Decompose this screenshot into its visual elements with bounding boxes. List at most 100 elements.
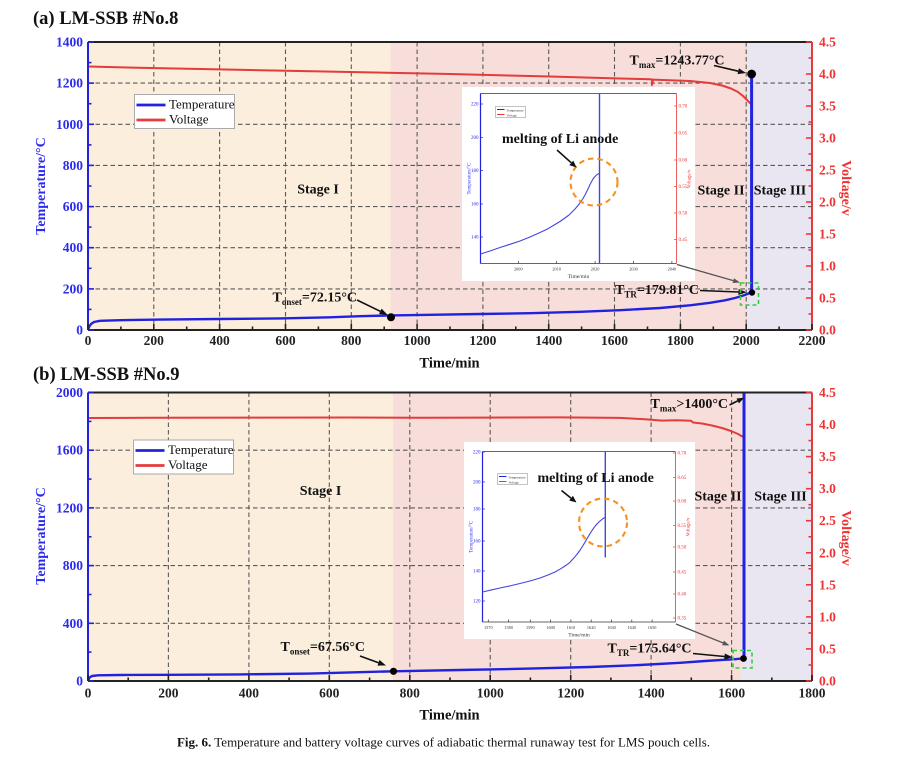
svg-text:Stage III: Stage III bbox=[754, 184, 807, 199]
svg-text:Temperature: Temperature bbox=[169, 97, 235, 112]
svg-text:(b) LM-SSB #No.9: (b) LM-SSB #No.9 bbox=[33, 365, 179, 385]
svg-text:160: 160 bbox=[473, 540, 481, 545]
svg-text:Temperature/°C: Temperature/°C bbox=[468, 162, 473, 195]
svg-text:140: 140 bbox=[471, 236, 479, 241]
svg-text:Time/min: Time/min bbox=[568, 274, 590, 280]
svg-text:2200: 2200 bbox=[799, 333, 826, 348]
svg-text:1570: 1570 bbox=[484, 625, 493, 630]
svg-text:1640: 1640 bbox=[628, 625, 637, 630]
svg-text:200: 200 bbox=[471, 136, 479, 141]
svg-text:4.5: 4.5 bbox=[819, 35, 836, 50]
svg-text:120: 120 bbox=[473, 600, 481, 605]
svg-text:3.5: 3.5 bbox=[819, 99, 836, 114]
svg-text:1630: 1630 bbox=[607, 625, 616, 630]
svg-text:4.5: 4.5 bbox=[819, 385, 836, 400]
svg-text:1400: 1400 bbox=[535, 333, 562, 348]
svg-text:1000: 1000 bbox=[56, 117, 83, 132]
svg-text:Temperature: Temperature bbox=[509, 475, 527, 479]
svg-text:TTR=175.64°C: TTR=175.64°C bbox=[608, 642, 692, 659]
svg-text:Stage III: Stage III bbox=[754, 490, 807, 505]
svg-text:0.0: 0.0 bbox=[819, 674, 836, 689]
svg-text:3.5: 3.5 bbox=[819, 449, 836, 464]
svg-text:0.50: 0.50 bbox=[679, 212, 688, 217]
svg-text:1590: 1590 bbox=[526, 625, 535, 630]
svg-text:1200: 1200 bbox=[557, 686, 584, 701]
svg-text:1600: 1600 bbox=[56, 443, 83, 458]
svg-text:0.70: 0.70 bbox=[679, 105, 688, 110]
svg-text:TTR=179.81°C: TTR=179.81°C bbox=[615, 283, 699, 300]
svg-text:2.5: 2.5 bbox=[819, 513, 836, 528]
svg-text:Temperature: Temperature bbox=[168, 442, 234, 457]
svg-text:600: 600 bbox=[319, 686, 340, 701]
svg-text:800: 800 bbox=[63, 158, 84, 173]
svg-text:1400: 1400 bbox=[638, 686, 665, 701]
svg-text:Voltage: Voltage bbox=[507, 113, 518, 117]
svg-text:0.35: 0.35 bbox=[678, 617, 687, 622]
svg-text:0.60: 0.60 bbox=[679, 159, 688, 164]
svg-text:melting of Li anode: melting of Li anode bbox=[538, 471, 654, 486]
svg-text:Fig. 6. Temperature and batte: Fig. 6. Temperature and battery voltage … bbox=[177, 735, 710, 750]
svg-text:1610: 1610 bbox=[567, 625, 576, 630]
svg-text:160: 160 bbox=[471, 203, 479, 208]
svg-text:1650: 1650 bbox=[648, 625, 657, 630]
svg-text:Time/min: Time/min bbox=[419, 708, 479, 724]
svg-text:600: 600 bbox=[275, 333, 296, 348]
svg-text:2010: 2010 bbox=[552, 267, 561, 272]
svg-text:1800: 1800 bbox=[799, 686, 826, 701]
svg-text:1.5: 1.5 bbox=[819, 227, 836, 242]
svg-text:Voltage/v: Voltage/v bbox=[687, 517, 692, 537]
svg-text:3.0: 3.0 bbox=[819, 481, 836, 496]
svg-text:0.65: 0.65 bbox=[678, 476, 687, 481]
svg-text:2030: 2030 bbox=[629, 267, 638, 272]
svg-text:2000: 2000 bbox=[56, 385, 83, 400]
svg-text:2000: 2000 bbox=[514, 267, 523, 272]
svg-text:2.5: 2.5 bbox=[819, 163, 836, 178]
svg-text:800: 800 bbox=[400, 686, 421, 701]
svg-text:Voltage/v: Voltage/v bbox=[688, 169, 693, 189]
svg-text:0.45: 0.45 bbox=[679, 238, 688, 243]
svg-text:1580: 1580 bbox=[504, 625, 513, 630]
svg-text:0.45: 0.45 bbox=[678, 571, 687, 576]
svg-text:1.0: 1.0 bbox=[819, 259, 836, 274]
svg-text:2040: 2040 bbox=[668, 267, 677, 272]
svg-text:200: 200 bbox=[63, 281, 84, 296]
svg-text:180: 180 bbox=[473, 508, 481, 513]
svg-text:Voltage: Voltage bbox=[168, 457, 208, 472]
svg-text:0: 0 bbox=[85, 333, 92, 348]
svg-text:Voltage: Voltage bbox=[169, 112, 209, 127]
svg-text:1.0: 1.0 bbox=[819, 609, 836, 624]
svg-text:0.70: 0.70 bbox=[678, 452, 687, 457]
svg-text:1620: 1620 bbox=[587, 625, 596, 630]
svg-text:0.55: 0.55 bbox=[679, 185, 688, 190]
svg-text:Temperature: Temperature bbox=[507, 108, 525, 112]
svg-text:1000: 1000 bbox=[404, 333, 431, 348]
svg-text:800: 800 bbox=[63, 558, 84, 573]
svg-text:800: 800 bbox=[341, 333, 362, 348]
svg-text:1800: 1800 bbox=[667, 333, 694, 348]
svg-text:2.0: 2.0 bbox=[819, 195, 836, 210]
svg-text:2000: 2000 bbox=[733, 333, 760, 348]
svg-text:(a) LM-SSB #No.8: (a) LM-SSB #No.8 bbox=[33, 9, 178, 29]
svg-text:1200: 1200 bbox=[56, 76, 83, 91]
svg-text:Voltage: Voltage bbox=[509, 480, 520, 484]
svg-text:0: 0 bbox=[76, 323, 83, 338]
svg-text:0: 0 bbox=[85, 686, 92, 701]
svg-text:2.0: 2.0 bbox=[819, 545, 836, 560]
svg-text:400: 400 bbox=[209, 333, 230, 348]
svg-text:600: 600 bbox=[63, 199, 84, 214]
svg-text:3.0: 3.0 bbox=[819, 131, 836, 146]
svg-text:Temperature/°C: Temperature/°C bbox=[34, 487, 49, 584]
svg-text:1400: 1400 bbox=[56, 35, 83, 50]
svg-text:Stage I: Stage I bbox=[300, 484, 342, 499]
svg-text:180: 180 bbox=[471, 169, 479, 174]
svg-text:140: 140 bbox=[473, 570, 481, 575]
svg-text:Voltage/v: Voltage/v bbox=[838, 160, 853, 215]
svg-text:Stage II: Stage II bbox=[694, 490, 741, 505]
svg-text:400: 400 bbox=[239, 686, 260, 701]
svg-text:Stage I: Stage I bbox=[297, 183, 339, 198]
svg-text:4.0: 4.0 bbox=[819, 67, 836, 82]
svg-text:200: 200 bbox=[473, 481, 481, 486]
svg-text:200: 200 bbox=[144, 333, 165, 348]
svg-text:220: 220 bbox=[471, 103, 479, 108]
svg-text:1000: 1000 bbox=[477, 686, 504, 701]
